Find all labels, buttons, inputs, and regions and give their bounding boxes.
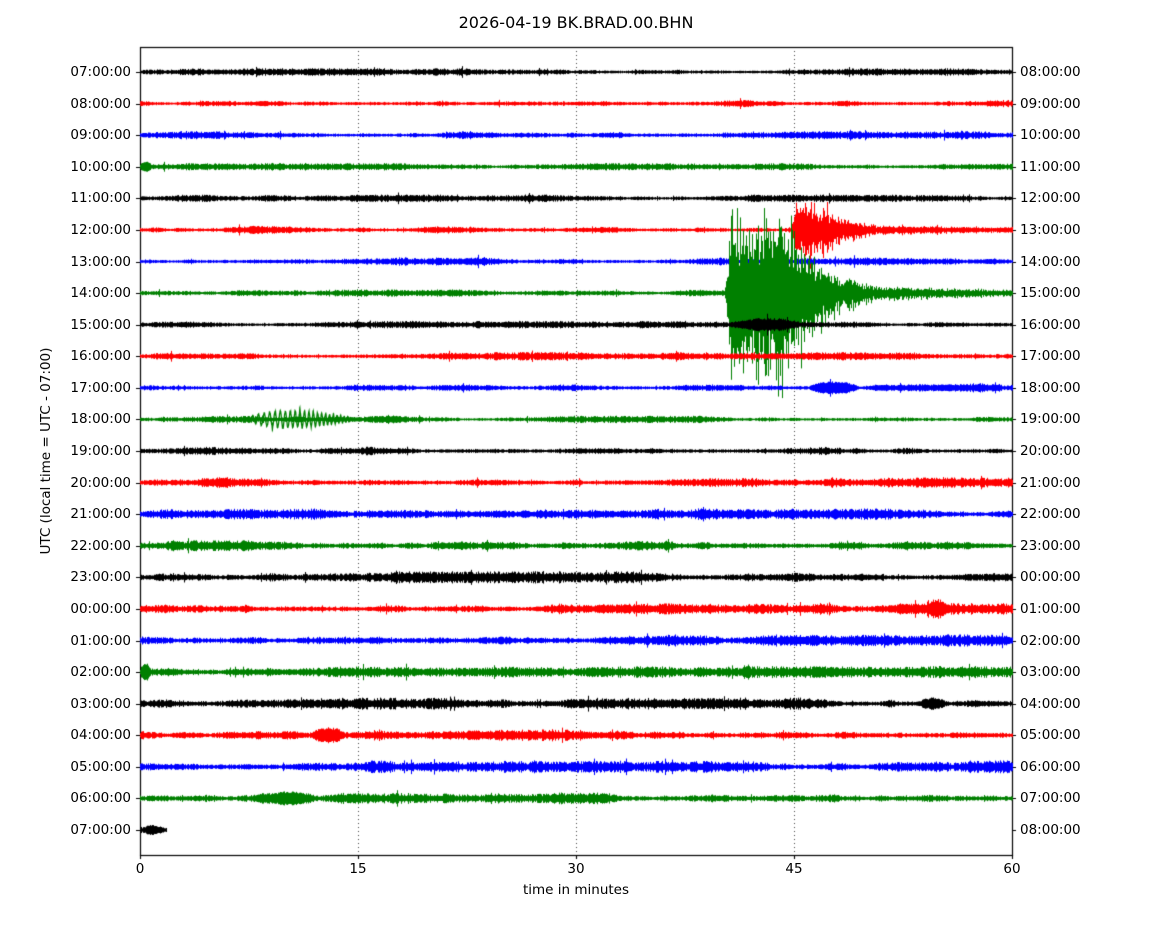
chart-title: 2026-04-19 BK.BRAD.00.BHN [458, 13, 694, 32]
left-time-label: 12:00:00 [70, 221, 131, 238]
left-time-label: 16:00:00 [70, 348, 131, 365]
right-time-label: 19:00:00 [1020, 411, 1081, 428]
left-time-label: 18:00:00 [70, 411, 131, 428]
x-tick-label: 15 [349, 861, 367, 877]
left-time-label: 04:00:00 [70, 727, 131, 744]
right-time-label: 17:00:00 [1020, 348, 1081, 365]
left-time-label: 17:00:00 [70, 379, 131, 396]
right-time-label: 21:00:00 [1020, 474, 1081, 491]
right-time-label: 00:00:00 [1020, 569, 1081, 586]
left-time-label: 02:00:00 [70, 664, 131, 681]
left-time-label: 03:00:00 [70, 695, 131, 712]
left-time-label: 23:00:00 [70, 569, 131, 586]
left-time-label: 00:00:00 [70, 600, 131, 617]
left-time-label: 19:00:00 [70, 443, 131, 459]
left-time-label: 01:00:00 [70, 632, 131, 649]
x-tick-label: 45 [785, 861, 803, 877]
left-time-label: 05:00:00 [70, 758, 131, 775]
left-time-label: 10:00:00 [70, 158, 131, 175]
right-time-label: 10:00:00 [1020, 127, 1081, 144]
right-time-label: 20:00:00 [1020, 443, 1081, 459]
right-time-label: 18:00:00 [1020, 379, 1081, 396]
right-time-label: 13:00:00 [1020, 221, 1081, 238]
x-tick-label: 30 [567, 861, 585, 877]
left-time-label: 06:00:00 [70, 790, 131, 807]
right-time-label: 05:00:00 [1020, 727, 1081, 744]
left-time-label: 07:00:00 [70, 64, 131, 80]
right-time-label: 12:00:00 [1020, 190, 1081, 207]
right-time-label: 23:00:00 [1020, 537, 1081, 554]
right-time-label: 14:00:00 [1020, 253, 1081, 270]
right-time-label: 08:00:00 [1020, 64, 1081, 80]
left-time-label: 13:00:00 [70, 253, 131, 270]
x-tick-label: 0 [135, 861, 145, 877]
left-time-label: 09:00:00 [70, 127, 131, 144]
left-time-label: 22:00:00 [70, 537, 131, 554]
right-time-label: 15:00:00 [1020, 285, 1081, 302]
right-time-label: 16:00:00 [1020, 316, 1081, 333]
right-time-label: 22:00:00 [1020, 506, 1081, 523]
right-time-label: 01:00:00 [1020, 600, 1081, 617]
right-time-label: 04:00:00 [1020, 695, 1081, 712]
left-time-label: 11:00:00 [70, 190, 131, 207]
left-time-label: 20:00:00 [70, 474, 131, 491]
right-time-label: 11:00:00 [1020, 158, 1081, 175]
right-time-label: 02:00:00 [1020, 632, 1081, 649]
left-time-label: 14:00:00 [70, 285, 131, 302]
right-time-label: 08:00:00 [1020, 822, 1081, 838]
right-time-label: 07:00:00 [1020, 790, 1081, 807]
left-time-label: 15:00:00 [70, 316, 131, 333]
x-tick-label: 60 [1003, 861, 1021, 877]
right-time-label: 03:00:00 [1020, 664, 1081, 681]
x-axis-label: time in minutes [522, 882, 630, 898]
left-time-label: 08:00:00 [70, 95, 131, 112]
right-time-label: 06:00:00 [1020, 758, 1081, 775]
right-time-label: 09:00:00 [1020, 95, 1081, 112]
left-time-label: 07:00:00 [70, 822, 131, 838]
left-time-label: 21:00:00 [70, 506, 131, 523]
